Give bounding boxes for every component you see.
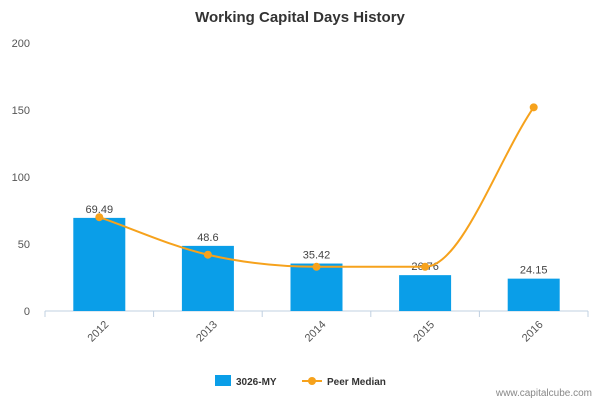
legend-swatch-marker (308, 377, 316, 385)
y-tick-label: 200 (12, 38, 30, 50)
peer-median-point (312, 262, 321, 271)
legend: 3026-MY Peer Median (215, 375, 386, 388)
legend-label-line: Peer Median (327, 377, 386, 388)
chart-title: Working Capital Days History (195, 9, 405, 26)
peer-median-line (98, 106, 535, 268)
x-axis: 2012 2013 2014 2015 2016 (44, 310, 589, 345)
peer-median-point (203, 250, 212, 259)
x-tick-label: 2012 (86, 319, 112, 345)
y-tick-label: 100 (12, 172, 30, 184)
bar-data-label: 48.6 (197, 232, 218, 244)
bar (290, 263, 343, 311)
bar-data-label: 24.15 (520, 265, 548, 277)
peer-median-point (421, 262, 430, 271)
credit: www.capitalcube.com (495, 388, 592, 399)
line-series (95, 103, 538, 271)
y-tick-label: 0 (24, 306, 30, 318)
x-tick-label: 2016 (520, 319, 546, 345)
x-tick-label: 2013 (194, 319, 220, 345)
bar (73, 217, 126, 311)
x-tick-label: 2014 (303, 319, 329, 345)
x-tick-label: 2015 (411, 319, 437, 345)
bar-data-label: 35.42 (303, 250, 331, 262)
bar (507, 278, 560, 311)
legend-label-bar: 3026-MY (236, 377, 277, 388)
peer-median-point (95, 213, 104, 222)
y-tick-label: 150 (12, 105, 30, 117)
y-axis: 0 50 100 150 200 (12, 38, 30, 318)
bar (399, 275, 452, 311)
y-tick-label: 50 (18, 239, 30, 251)
peer-median-point (529, 103, 538, 112)
legend-swatch-bar (215, 375, 231, 386)
bar-data-label: 69.49 (86, 204, 114, 216)
